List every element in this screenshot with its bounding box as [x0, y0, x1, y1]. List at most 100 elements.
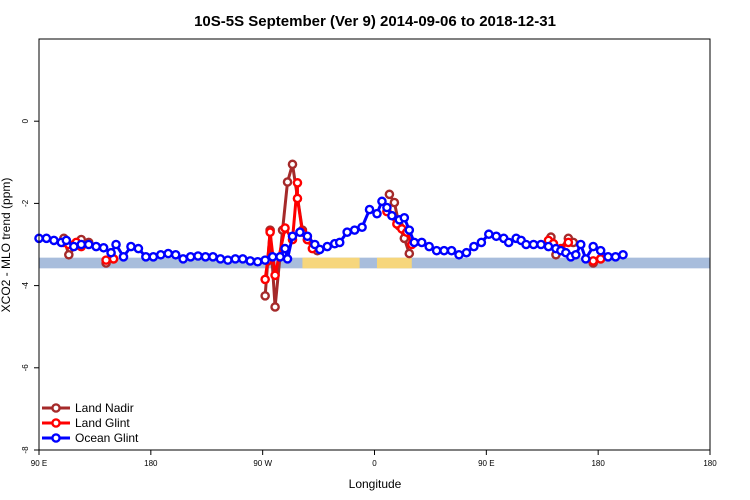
data-point [563, 237, 574, 248]
data-point [536, 239, 546, 250]
y-axis: 0 -2 -4 -6 -8 [21, 118, 39, 454]
series-ocean-glint [34, 196, 628, 267]
data-point [237, 254, 248, 264]
data-point [588, 256, 598, 266]
data-point [372, 208, 382, 219]
data-point [101, 255, 111, 265]
data-point [295, 227, 305, 237]
data-point [170, 249, 181, 260]
data-point [83, 239, 94, 250]
data-point [265, 227, 275, 237]
data-point [387, 210, 397, 221]
legend-label: Land Nadir [75, 401, 134, 415]
ocean-band [39, 257, 710, 269]
x-tick-label: 90 W [253, 459, 272, 468]
data-point [292, 193, 303, 204]
data-point [446, 245, 457, 256]
data-point [416, 237, 427, 248]
data-point [260, 255, 270, 265]
data-point [461, 247, 472, 258]
y-tick-label: -8 [21, 446, 30, 454]
data-point [454, 249, 464, 260]
data-point [334, 237, 345, 248]
x-axis: 90 E 180 90 W 0 90 E 180 180 [31, 450, 717, 468]
x-tick-label: 0 [372, 459, 377, 468]
data-point [163, 248, 174, 259]
data-point [98, 242, 109, 253]
data-point [287, 159, 298, 170]
y-tick-label: -6 [21, 364, 30, 372]
data-point [68, 241, 79, 252]
data-point [357, 222, 367, 233]
data-point [282, 177, 293, 187]
data-point [91, 241, 101, 252]
data-point [260, 291, 270, 301]
data-point [270, 302, 280, 312]
data-point [484, 229, 494, 240]
data-point [245, 256, 256, 266]
legend-item: Ocean Glint [42, 431, 139, 445]
data-point [76, 239, 87, 250]
data-point [588, 241, 598, 252]
data-point [491, 231, 502, 242]
data-point [603, 252, 613, 262]
data-point [404, 225, 415, 235]
land-band [302, 257, 360, 269]
x-tick-label: 180 [144, 459, 158, 468]
y-tick-label: 0 [21, 118, 30, 123]
data-point [208, 252, 218, 262]
data-point [280, 243, 290, 254]
data-point [41, 233, 52, 244]
x-tick-label: 90 E [478, 459, 494, 468]
data-point [384, 189, 395, 200]
data-point [287, 231, 298, 242]
data-point [377, 196, 387, 207]
data-point [315, 244, 325, 255]
data-point [431, 245, 442, 256]
data-point [267, 252, 278, 262]
data-point [141, 252, 151, 262]
x-tick-label: 180 [703, 459, 717, 468]
data-point [389, 197, 400, 208]
data-point [61, 235, 72, 246]
surface-band [39, 257, 710, 269]
data-point [424, 241, 434, 252]
data-point [49, 235, 59, 246]
data-point [270, 270, 280, 281]
data-point [118, 252, 129, 262]
y-tick-label: -4 [21, 281, 30, 289]
legend-label: Land Glint [75, 416, 130, 430]
legend-label: Ocean Glint [75, 431, 139, 445]
data-point [275, 252, 285, 262]
data-point [543, 241, 554, 252]
legend-item: Land Glint [42, 416, 130, 430]
x-tick-label: 180 [591, 459, 605, 468]
data-point [215, 254, 226, 264]
data-point [223, 255, 233, 265]
data-point [476, 237, 487, 248]
legend-marker [51, 403, 61, 413]
data-point [260, 274, 270, 285]
data-point [404, 248, 415, 259]
data-point [155, 249, 166, 260]
data-point [503, 237, 514, 248]
data-point [575, 239, 586, 250]
data-point [280, 223, 290, 233]
data-point [528, 239, 539, 250]
series-layer [34, 159, 628, 312]
chart-title: 10S-5S September (Ver 9) 2014-09-06 to 2… [194, 13, 556, 30]
legend-marker [51, 418, 61, 428]
data-point [382, 202, 392, 213]
data-point [610, 252, 621, 262]
x-tick-label: 90 E [31, 459, 47, 468]
data-point [595, 245, 606, 256]
data-point [230, 254, 241, 264]
legend-item: Land Nadir [42, 401, 134, 415]
data-point [200, 252, 211, 262]
data-point [439, 245, 449, 256]
data-point [595, 254, 606, 264]
data-point [322, 241, 333, 252]
x-axis-label: Longitude [349, 477, 402, 491]
